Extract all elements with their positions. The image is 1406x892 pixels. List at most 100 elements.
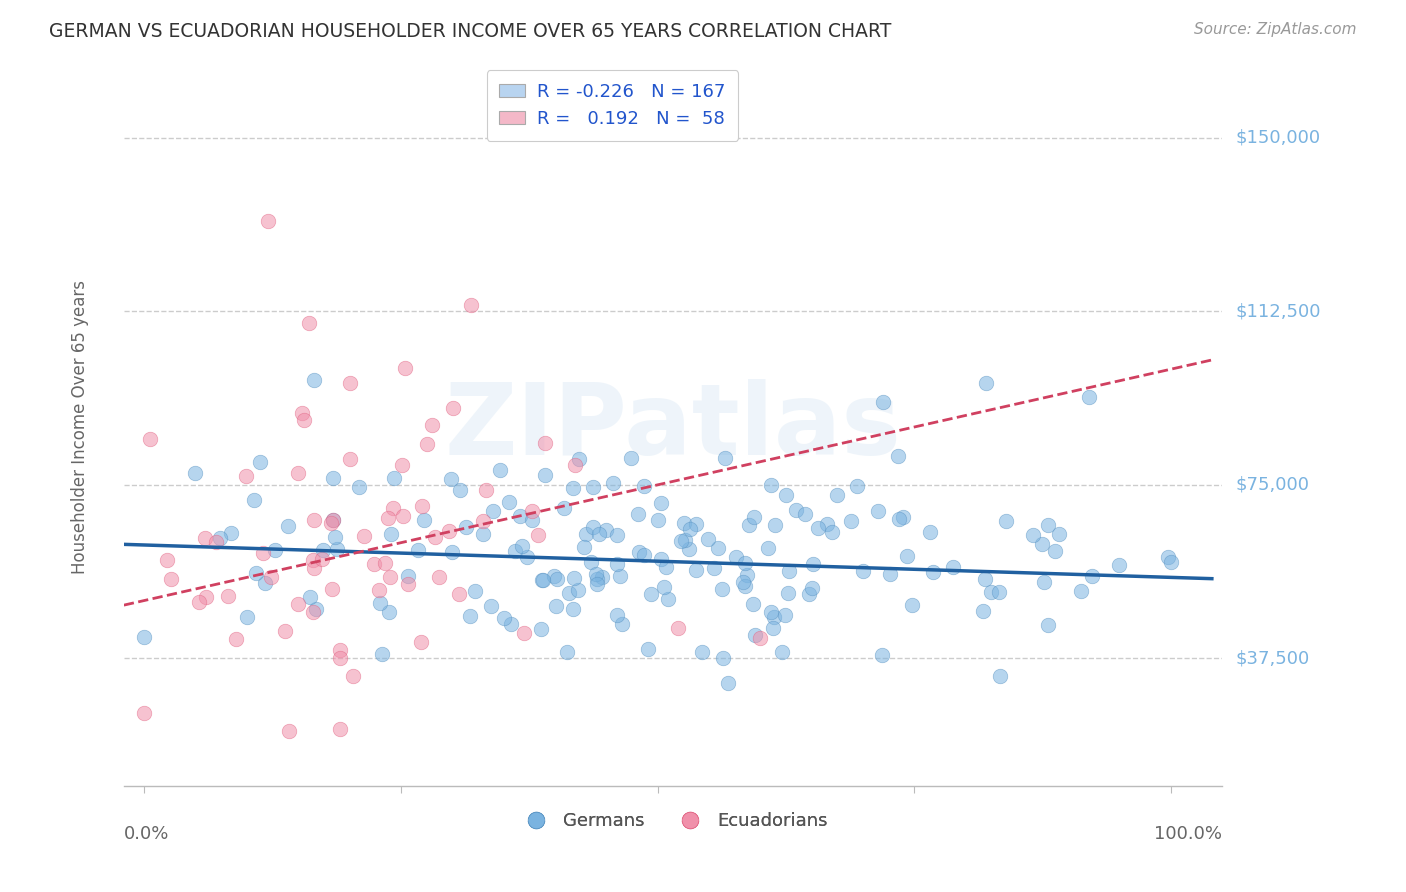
Point: [797, 587, 820, 601]
Point: [558, 586, 581, 600]
Point: [134, 630, 156, 644]
Point: [378, 570, 401, 584]
Point: [305, 602, 328, 616]
Point: [710, 582, 733, 596]
Point: [368, 596, 391, 610]
Point: [396, 568, 419, 582]
Point: [770, 645, 793, 659]
Point: [339, 451, 361, 466]
Point: [879, 567, 901, 582]
Point: [328, 642, 350, 657]
Text: $75,000: $75,000: [1236, 475, 1309, 494]
Point: [291, 406, 314, 420]
Point: [394, 360, 416, 375]
Point: [567, 582, 589, 597]
Point: [972, 604, 994, 618]
Point: [679, 522, 702, 536]
Point: [347, 480, 370, 494]
Point: [868, 504, 890, 518]
Point: [602, 475, 624, 490]
Point: [1031, 537, 1053, 551]
Point: [441, 544, 464, 558]
Point: [311, 551, 333, 566]
Point: [568, 451, 591, 466]
Point: [974, 573, 997, 587]
Point: [319, 516, 342, 530]
Point: [195, 591, 218, 605]
Point: [778, 586, 800, 600]
Point: [520, 503, 543, 517]
Point: [531, 573, 554, 587]
Point: [650, 495, 672, 509]
Point: [252, 546, 274, 560]
Point: [353, 529, 375, 543]
Point: [825, 488, 848, 502]
Point: [449, 483, 471, 498]
Point: [800, 581, 823, 595]
Point: [717, 675, 740, 690]
Point: [420, 417, 443, 432]
Point: [987, 584, 1010, 599]
Point: [194, 531, 217, 545]
Point: [363, 557, 385, 571]
Point: [471, 527, 494, 541]
Point: [918, 525, 941, 540]
Point: [1077, 390, 1099, 404]
Point: [544, 599, 567, 614]
Point: [673, 533, 696, 548]
Text: 100.0%: 100.0%: [1154, 825, 1222, 843]
Point: [278, 724, 301, 739]
Point: [685, 516, 707, 531]
Point: [870, 648, 893, 663]
Point: [378, 605, 401, 619]
Point: [260, 570, 283, 584]
Point: [872, 394, 894, 409]
Point: [533, 436, 555, 450]
Point: [734, 579, 756, 593]
Point: [1047, 526, 1070, 541]
Point: [447, 587, 470, 601]
Point: [734, 556, 756, 570]
Point: [655, 559, 678, 574]
Point: [411, 635, 433, 649]
Point: [724, 550, 747, 565]
Point: [249, 455, 271, 469]
Point: [1038, 518, 1060, 533]
Point: [595, 524, 617, 538]
Text: ZIPatlas: ZIPatlas: [444, 378, 901, 475]
Point: [1160, 555, 1182, 569]
Point: [287, 597, 309, 611]
Point: [546, 572, 568, 586]
Point: [273, 624, 295, 638]
Point: [609, 569, 631, 583]
Point: [775, 488, 797, 502]
Point: [253, 576, 276, 591]
Point: [138, 433, 160, 447]
Point: [572, 540, 595, 554]
Point: [586, 577, 609, 591]
Point: [533, 467, 555, 482]
Point: [322, 513, 344, 527]
Point: [773, 607, 796, 622]
Point: [527, 528, 550, 542]
Point: [474, 483, 496, 497]
Point: [302, 553, 325, 567]
Point: [503, 544, 526, 558]
Point: [1022, 528, 1045, 542]
Point: [633, 548, 655, 562]
Text: Source: ZipAtlas.com: Source: ZipAtlas.com: [1194, 22, 1357, 37]
Point: [411, 499, 433, 513]
Point: [640, 587, 662, 601]
Text: GERMAN VS ECUADORIAN HOUSEHOLDER INCOME OVER 65 YEARS CORRELATION CHART: GERMAN VS ECUADORIAN HOUSEHOLDER INCOME …: [49, 22, 891, 41]
Point: [277, 518, 299, 533]
Point: [391, 508, 413, 523]
Point: [492, 611, 515, 625]
Point: [322, 513, 344, 527]
Point: [235, 468, 257, 483]
Point: [652, 581, 675, 595]
Point: [756, 541, 779, 555]
Point: [339, 376, 361, 390]
Point: [243, 492, 266, 507]
Point: [264, 543, 287, 558]
Point: [377, 510, 399, 524]
